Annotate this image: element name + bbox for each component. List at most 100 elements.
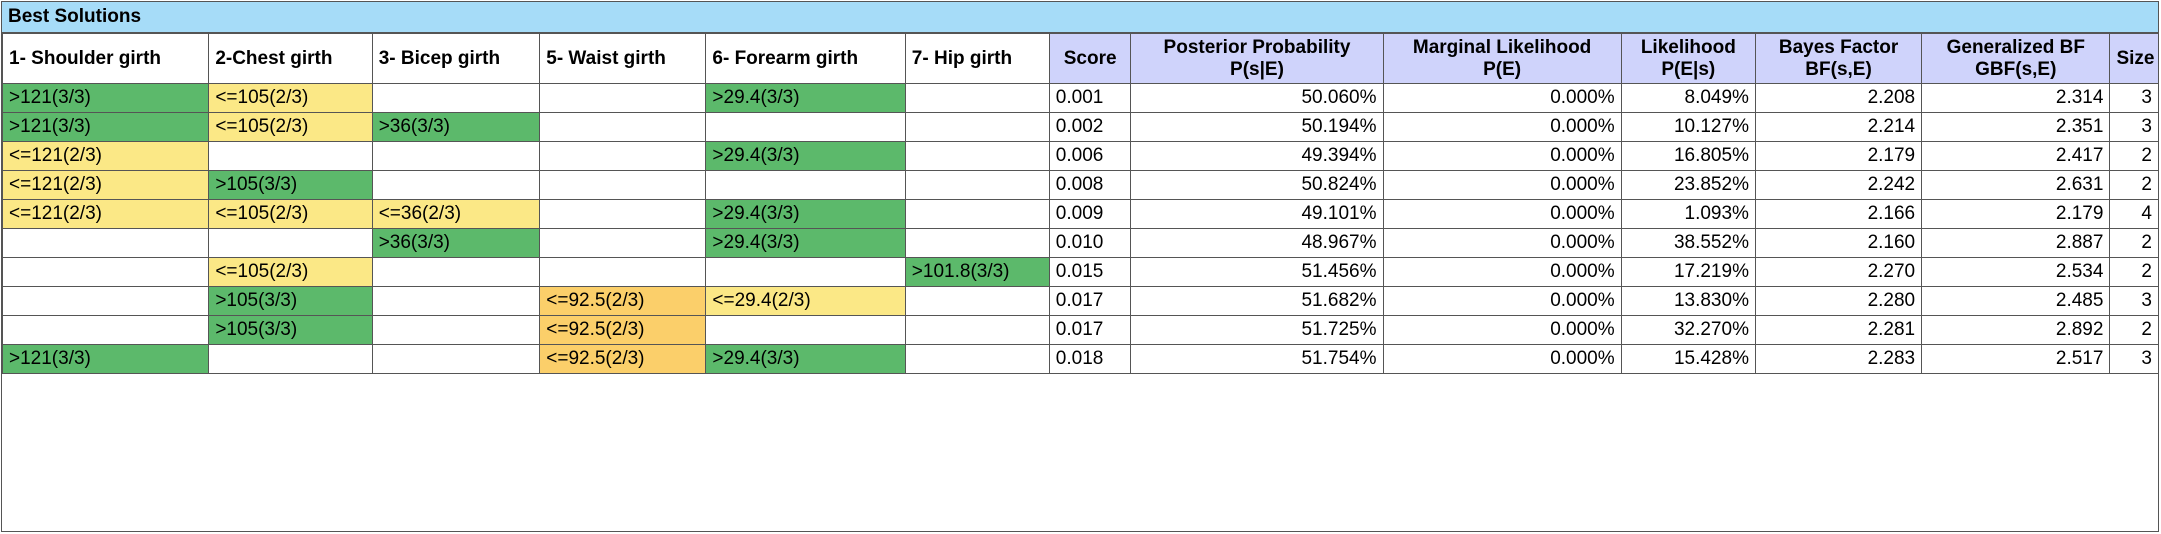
cell-generalized-bf: 2.485: [1921, 286, 2111, 316]
table-row[interactable]: <=121(2/3) <=105(2/3) <=36(2/3) >29.4(3/3) 0…: [1, 199, 2159, 229]
col-header-likelihood[interactable]: Likelihood P(E|s): [1620, 33, 1756, 84]
table-row[interactable]: <=121(2/3) >105(3/3) 0.008 50.824% 0.000% 23.…: [1, 170, 2159, 200]
cell-bicep-girth: [371, 170, 541, 200]
col-header-size[interactable]: Size: [2109, 33, 2159, 84]
likelihood-header-line1: Likelihood: [1640, 36, 1736, 58]
cell-posterior: 48.967%: [1130, 228, 1384, 258]
cell-marginal: 0.000%: [1382, 228, 1622, 258]
cell-shoulder-girth: >121(3/3): [1, 112, 210, 142]
cell-score: 0.009: [1048, 199, 1132, 229]
cell-waist-girth: [539, 112, 707, 142]
cell-likelihood: 1.093%: [1620, 199, 1756, 229]
cell-hip-girth: [904, 199, 1050, 229]
cell-chest-girth: <=105(2/3): [208, 257, 373, 287]
cell-bayes-factor: 2.179: [1754, 141, 1923, 171]
cell-marginal: 0.000%: [1382, 286, 1622, 316]
cell-bicep-girth: [371, 141, 541, 171]
col-header-posterior[interactable]: Posterior Probability P(s|E): [1130, 33, 1384, 84]
cell-forearm-girth: >29.4(3/3): [705, 228, 906, 258]
col-header-generalized-bf[interactable]: Generalized BF GBF(s,E): [1921, 33, 2111, 84]
cell-bayes-factor: 2.166: [1754, 199, 1923, 229]
cell-bicep-girth: [371, 83, 541, 113]
bayes-header-line1: Bayes Factor: [1778, 36, 1899, 58]
cell-chest-girth: <=105(2/3): [208, 112, 373, 142]
table-row[interactable]: >105(3/3) <=92.5(2/3) 0.017 51.725% 0.000% 32…: [1, 315, 2159, 345]
gbf-header-line2: GBF(s,E): [1975, 58, 2057, 80]
cell-generalized-bf: 2.892: [1921, 315, 2111, 345]
cell-hip-girth: [904, 83, 1050, 113]
cell-forearm-girth: >29.4(3/3): [705, 199, 906, 229]
table-row[interactable]: >36(3/3) >29.4(3/3) 0.010 48.967% 0.000% 38.5…: [1, 228, 2159, 258]
cell-generalized-bf: 2.417: [1921, 141, 2111, 171]
col-header-forearm-girth[interactable]: 6- Forearm girth: [705, 33, 906, 84]
col-header-marginal[interactable]: Marginal Likelihood P(E): [1382, 33, 1622, 84]
cell-bayes-factor: 2.280: [1754, 286, 1923, 316]
cell-waist-girth: [539, 170, 707, 200]
col-header-waist-girth[interactable]: 5- Waist girth: [539, 33, 707, 84]
cell-shoulder-girth: >121(3/3): [1, 344, 210, 374]
col-header-score[interactable]: Score: [1048, 33, 1132, 84]
cell-marginal: 0.000%: [1382, 141, 1622, 171]
cell-waist-girth: <=92.5(2/3): [539, 344, 707, 374]
col-header-bayes-factor[interactable]: Bayes Factor BF(s,E): [1754, 33, 1923, 84]
cell-chest-girth: [208, 141, 373, 171]
cell-shoulder-girth: <=121(2/3): [1, 170, 210, 200]
cell-posterior: 50.194%: [1130, 112, 1384, 142]
cell-marginal: 0.000%: [1382, 112, 1622, 142]
table-row[interactable]: >121(3/3) <=105(2/3) >29.4(3/3) 0.001 50.060…: [1, 83, 2159, 113]
col-header-shoulder-girth[interactable]: 1- Shoulder girth: [1, 33, 210, 84]
cell-marginal: 0.000%: [1382, 170, 1622, 200]
cell-bayes-factor: 2.208: [1754, 83, 1923, 113]
cell-likelihood: 13.830%: [1620, 286, 1756, 316]
cell-bicep-girth: [371, 257, 541, 287]
cell-shoulder-girth: [1, 228, 210, 258]
cell-shoulder-girth: [1, 315, 210, 345]
cell-likelihood: 32.270%: [1620, 315, 1756, 345]
cell-hip-girth: [904, 228, 1050, 258]
cell-bayes-factor: 2.281: [1754, 315, 1923, 345]
cell-hip-girth: [904, 141, 1050, 171]
cell-chest-girth: >105(3/3): [208, 286, 373, 316]
cell-waist-girth: [539, 257, 707, 287]
cell-generalized-bf: 2.351: [1921, 112, 2111, 142]
cell-forearm-girth: [705, 257, 906, 287]
cell-forearm-girth: [705, 315, 906, 345]
cell-chest-girth: [208, 344, 373, 374]
cell-shoulder-girth: [1, 286, 210, 316]
table-row[interactable]: >105(3/3) <=92.5(2/3) <=29.4(2/3) 0.017 51.6…: [1, 286, 2159, 316]
cell-size: 2: [2109, 228, 2159, 258]
cell-forearm-girth: [705, 112, 906, 142]
table-row[interactable]: >121(3/3) <=92.5(2/3) >29.4(3/3) 0.018 51.75…: [1, 344, 2159, 374]
cell-waist-girth: [539, 228, 707, 258]
cell-shoulder-girth: <=121(2/3): [1, 141, 210, 171]
table-row[interactable]: <=105(2/3) >101.8(3/3) 0.015 51.456% 0.000% 1…: [1, 257, 2159, 287]
col-header-hip-girth[interactable]: 7- Hip girth: [904, 33, 1050, 84]
cell-hip-girth: [904, 170, 1050, 200]
likelihood-header-line2: P(E|s): [1661, 58, 1716, 80]
cell-chest-girth: >105(3/3): [208, 315, 373, 345]
cell-bicep-girth: >36(3/3): [371, 228, 541, 258]
cell-waist-girth: <=92.5(2/3): [539, 286, 707, 316]
cell-forearm-girth: >29.4(3/3): [705, 141, 906, 171]
panel-title: Best Solutions: [2, 2, 2158, 33]
cell-bayes-factor: 2.242: [1754, 170, 1923, 200]
cell-score: 0.001: [1048, 83, 1132, 113]
cell-posterior: 50.824%: [1130, 170, 1384, 200]
table-row[interactable]: <=121(2/3) >29.4(3/3) 0.006 49.394% 0.000% 16…: [1, 141, 2159, 171]
cell-forearm-girth: >29.4(3/3): [705, 83, 906, 113]
cell-score: 0.006: [1048, 141, 1132, 171]
cell-generalized-bf: 2.887: [1921, 228, 2111, 258]
cell-score: 0.017: [1048, 286, 1132, 316]
table-row[interactable]: >121(3/3) <=105(2/3) >36(3/3) 0.002 50.194% 0…: [1, 112, 2159, 142]
cell-score: 0.017: [1048, 315, 1132, 345]
cell-hip-girth: [904, 344, 1050, 374]
cell-posterior: 51.456%: [1130, 257, 1384, 287]
marginal-header-line1: Marginal Likelihood: [1412, 36, 1592, 58]
col-header-bicep-girth[interactable]: 3- Bicep girth: [371, 33, 541, 84]
cell-likelihood: 8.049%: [1620, 83, 1756, 113]
cell-chest-girth: <=105(2/3): [208, 83, 373, 113]
cell-marginal: 0.000%: [1382, 83, 1622, 113]
cell-bayes-factor: 2.214: [1754, 112, 1923, 142]
col-header-chest-girth[interactable]: 2-Chest girth: [208, 33, 373, 84]
posterior-header-line1: Posterior Probability: [1163, 36, 1351, 58]
